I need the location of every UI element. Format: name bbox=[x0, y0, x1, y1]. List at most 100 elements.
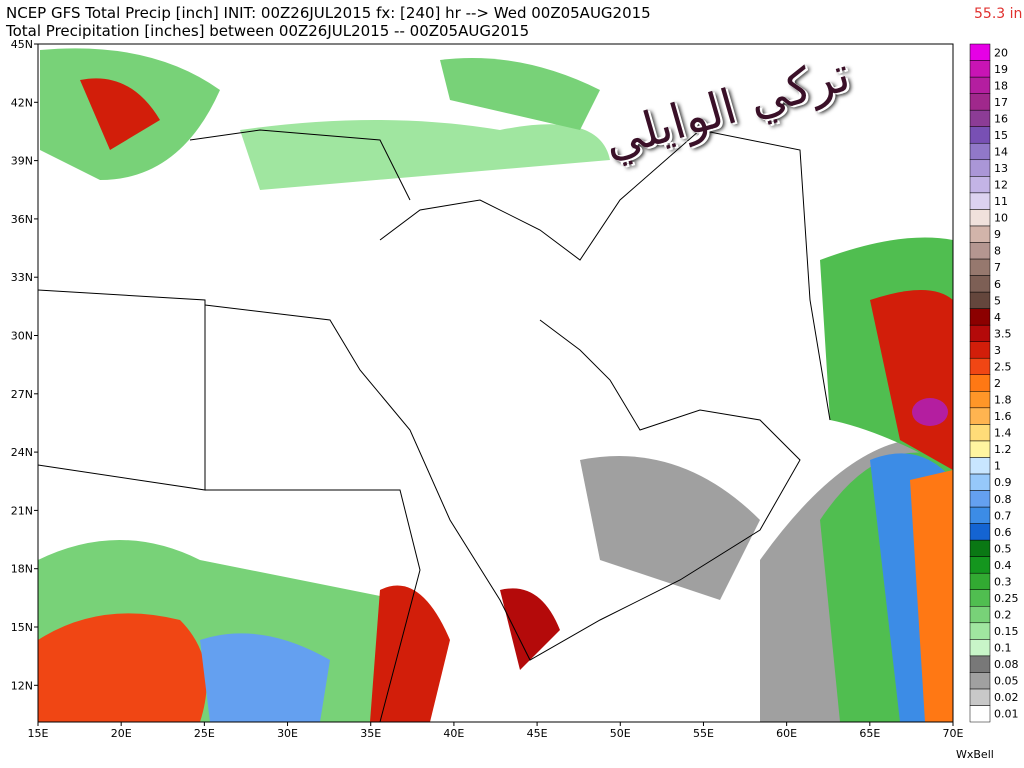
colorbar-swatch bbox=[969, 357, 991, 375]
colorbar-label: 9 bbox=[994, 228, 1001, 241]
lon-label: 40E bbox=[443, 727, 464, 740]
colorbar-label: 1.2 bbox=[994, 443, 1012, 456]
colorbar-label: 0.1 bbox=[994, 642, 1012, 655]
colorbar-label: 0.7 bbox=[994, 509, 1012, 522]
colorbar-label: 1.4 bbox=[994, 427, 1012, 440]
colorbar-swatch bbox=[969, 440, 991, 458]
colorbar-swatch bbox=[969, 209, 991, 227]
colorbar-label: 5 bbox=[994, 294, 1001, 307]
map-frame bbox=[37, 43, 954, 723]
lon-label: 15E bbox=[28, 727, 49, 740]
colorbar-label: 0.8 bbox=[994, 493, 1012, 506]
colorbar-swatch bbox=[969, 506, 991, 524]
lon-label: 35E bbox=[360, 727, 381, 740]
colorbar-swatch bbox=[969, 672, 991, 690]
lat-label: 12N bbox=[11, 679, 33, 692]
lon-label: 30E bbox=[277, 727, 298, 740]
colorbar-label: 0.25 bbox=[994, 592, 1019, 605]
credit: WxBell bbox=[956, 748, 994, 761]
colorbar-label: 0.08 bbox=[994, 658, 1019, 671]
colorbar-label: 0.05 bbox=[994, 675, 1019, 688]
colorbar-swatch bbox=[969, 622, 991, 640]
colorbar-label: 1 bbox=[994, 460, 1001, 473]
colorbar-label: 12 bbox=[994, 179, 1008, 192]
colorbar-swatch bbox=[969, 589, 991, 607]
colorbar-swatch bbox=[969, 109, 991, 127]
colorbar-swatch bbox=[969, 60, 991, 78]
colorbar-swatch bbox=[969, 341, 991, 359]
colorbar-label: 14 bbox=[994, 145, 1008, 158]
colorbar-label: 0.15 bbox=[994, 625, 1019, 638]
colorbar-label: 10 bbox=[994, 212, 1008, 225]
colorbar-swatch bbox=[969, 473, 991, 491]
colorbar-label: 0.01 bbox=[994, 708, 1019, 721]
lon-label: 50E bbox=[610, 727, 631, 740]
colorbar-swatch bbox=[969, 324, 991, 342]
lon-label: 65E bbox=[859, 727, 880, 740]
colorbar-label: 7 bbox=[994, 261, 1001, 274]
colorbar-swatch bbox=[969, 374, 991, 392]
colorbar-label: 18 bbox=[994, 79, 1008, 92]
colorbar-label: 13 bbox=[994, 162, 1008, 175]
colorbar-swatch bbox=[969, 605, 991, 624]
lat-label: 36N bbox=[11, 213, 33, 226]
colorbar-swatch bbox=[969, 424, 991, 442]
colorbar-label: 6 bbox=[994, 278, 1001, 291]
colorbar-swatch bbox=[969, 258, 991, 276]
colorbar-swatch bbox=[969, 490, 991, 508]
lat-label: 39N bbox=[11, 155, 33, 168]
lon-label: 55E bbox=[693, 727, 714, 740]
lat-label: 30N bbox=[11, 330, 33, 343]
lon-label: 70E bbox=[943, 727, 964, 740]
colorbar-label: 4 bbox=[994, 311, 1001, 324]
colorbar-label: 19 bbox=[994, 63, 1008, 76]
colorbar-swatch bbox=[969, 391, 991, 409]
lat-label: 42N bbox=[11, 96, 33, 109]
colorbar-label: 15 bbox=[994, 129, 1008, 142]
colorbar-swatch bbox=[969, 539, 991, 557]
colorbar-label: 3 bbox=[994, 344, 1001, 357]
colorbar-label: 20 bbox=[994, 46, 1008, 59]
colorbar-swatch bbox=[969, 275, 991, 293]
lat-label: 15N bbox=[11, 621, 33, 634]
colorbar-swatch bbox=[969, 93, 991, 111]
header-line: NCEP GFS Total Precip [inch] INIT: 00Z26… bbox=[6, 4, 651, 22]
colorbar-label: 1.8 bbox=[994, 394, 1012, 407]
colorbar-label: 2 bbox=[994, 377, 1001, 390]
colorbar-swatch bbox=[969, 457, 991, 475]
colorbar-swatch bbox=[969, 142, 991, 161]
header-line: Total Precipitation [inches] between 00Z… bbox=[6, 22, 530, 40]
colorbar-swatch bbox=[969, 688, 991, 706]
colorbar-label: 3.5 bbox=[994, 327, 1012, 340]
colorbar-swatch bbox=[969, 308, 991, 326]
lat-label: 33N bbox=[11, 271, 33, 284]
lon-label: 25E bbox=[194, 727, 215, 740]
lon-label: 45E bbox=[527, 727, 548, 740]
colorbar-swatch bbox=[969, 192, 991, 210]
colorbar-swatch bbox=[969, 655, 991, 673]
colorbar-label: 0.2 bbox=[994, 609, 1012, 622]
colorbar-label: 0.02 bbox=[994, 691, 1019, 704]
colorbar-swatch bbox=[969, 523, 991, 541]
colorbar-swatch bbox=[969, 159, 991, 177]
colorbar-swatch bbox=[969, 225, 991, 243]
colorbar-label: 0.3 bbox=[994, 575, 1012, 588]
colorbar-swatch bbox=[969, 407, 991, 425]
colorbar-label: 8 bbox=[994, 245, 1001, 258]
colorbar-label: 1.6 bbox=[994, 410, 1012, 423]
colorbar-label: 0.6 bbox=[994, 526, 1012, 539]
colorbar-swatch bbox=[969, 572, 991, 590]
colorbar-swatch bbox=[969, 556, 991, 574]
coastlines bbox=[37, 129, 831, 723]
max-value: 55.3 in bbox=[974, 6, 1023, 22]
colorbar-swatch bbox=[969, 705, 991, 723]
lat-label: 18N bbox=[11, 563, 33, 576]
colorbar-swatch bbox=[969, 242, 991, 260]
colorbar-swatch bbox=[969, 176, 991, 194]
lon-label: 60E bbox=[776, 727, 797, 740]
colorbar-label: 17 bbox=[994, 96, 1008, 109]
precip-fields bbox=[38, 48, 953, 722]
colorbar-swatch bbox=[969, 126, 991, 144]
